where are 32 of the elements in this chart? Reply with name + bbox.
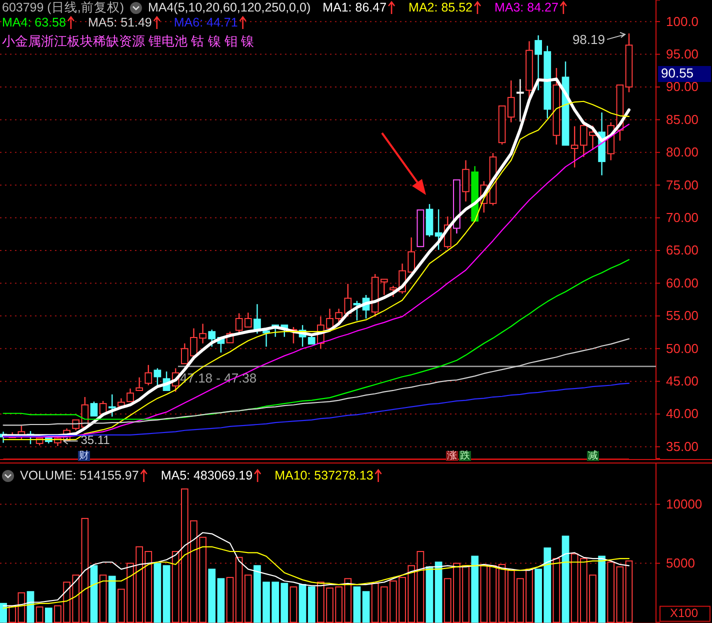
y-tick-label: 70.00 [666, 210, 699, 225]
text: MA10: 537278.13 [274, 468, 374, 482]
y-tick-label: 55.00 [666, 308, 699, 324]
y-tick-label: 60.00 [666, 275, 699, 290]
text: 90.55 [661, 65, 694, 80]
y-tick-label: 5000 [666, 555, 695, 570]
text: MA3: 84.27 [494, 0, 558, 14]
text: X100 [670, 606, 698, 620]
text: MA2: 85.52 [408, 0, 473, 14]
text: MA1: 86.47 [322, 0, 387, 14]
chart-title: 603799 (日线,前复权) [2, 0, 124, 14]
text: MA5: 51.49 [88, 15, 152, 30]
annotation: MA4(5,10,20,60,120,250,0,0) [148, 0, 311, 14]
text: MA4: 63.58 [2, 15, 66, 30]
y-tick-label: 65.00 [666, 242, 699, 258]
y-tick-label: 80.00 [666, 144, 699, 160]
y-tick-label: 50.00 [666, 340, 699, 356]
text: 小金属浙江板块稀缺资源 锂电池 钴 镍 钼 镍 [2, 33, 254, 48]
y-tick-label: 40.00 [666, 406, 699, 422]
annotation: VOLUME: 514155.97 [20, 468, 139, 482]
y-tick-label: 90.00 [666, 79, 699, 94]
y-tick-label: 95.00 [666, 46, 699, 62]
y-tick-label: 35.00 [666, 438, 699, 454]
annotation: 35.11 [80, 433, 110, 448]
y-tick-label: 100.0 [666, 14, 699, 29]
y-tick-label: 75.00 [666, 177, 699, 192]
y-tick-label: 45.00 [666, 373, 699, 388]
y-tick-label: 85.00 [666, 112, 699, 127]
y-tick-label: 10000 [666, 496, 702, 512]
text: MA6: 44.71 [174, 15, 238, 30]
text: MA5: 483069.19 [160, 468, 253, 482]
annotation: 98.19 [572, 32, 605, 47]
